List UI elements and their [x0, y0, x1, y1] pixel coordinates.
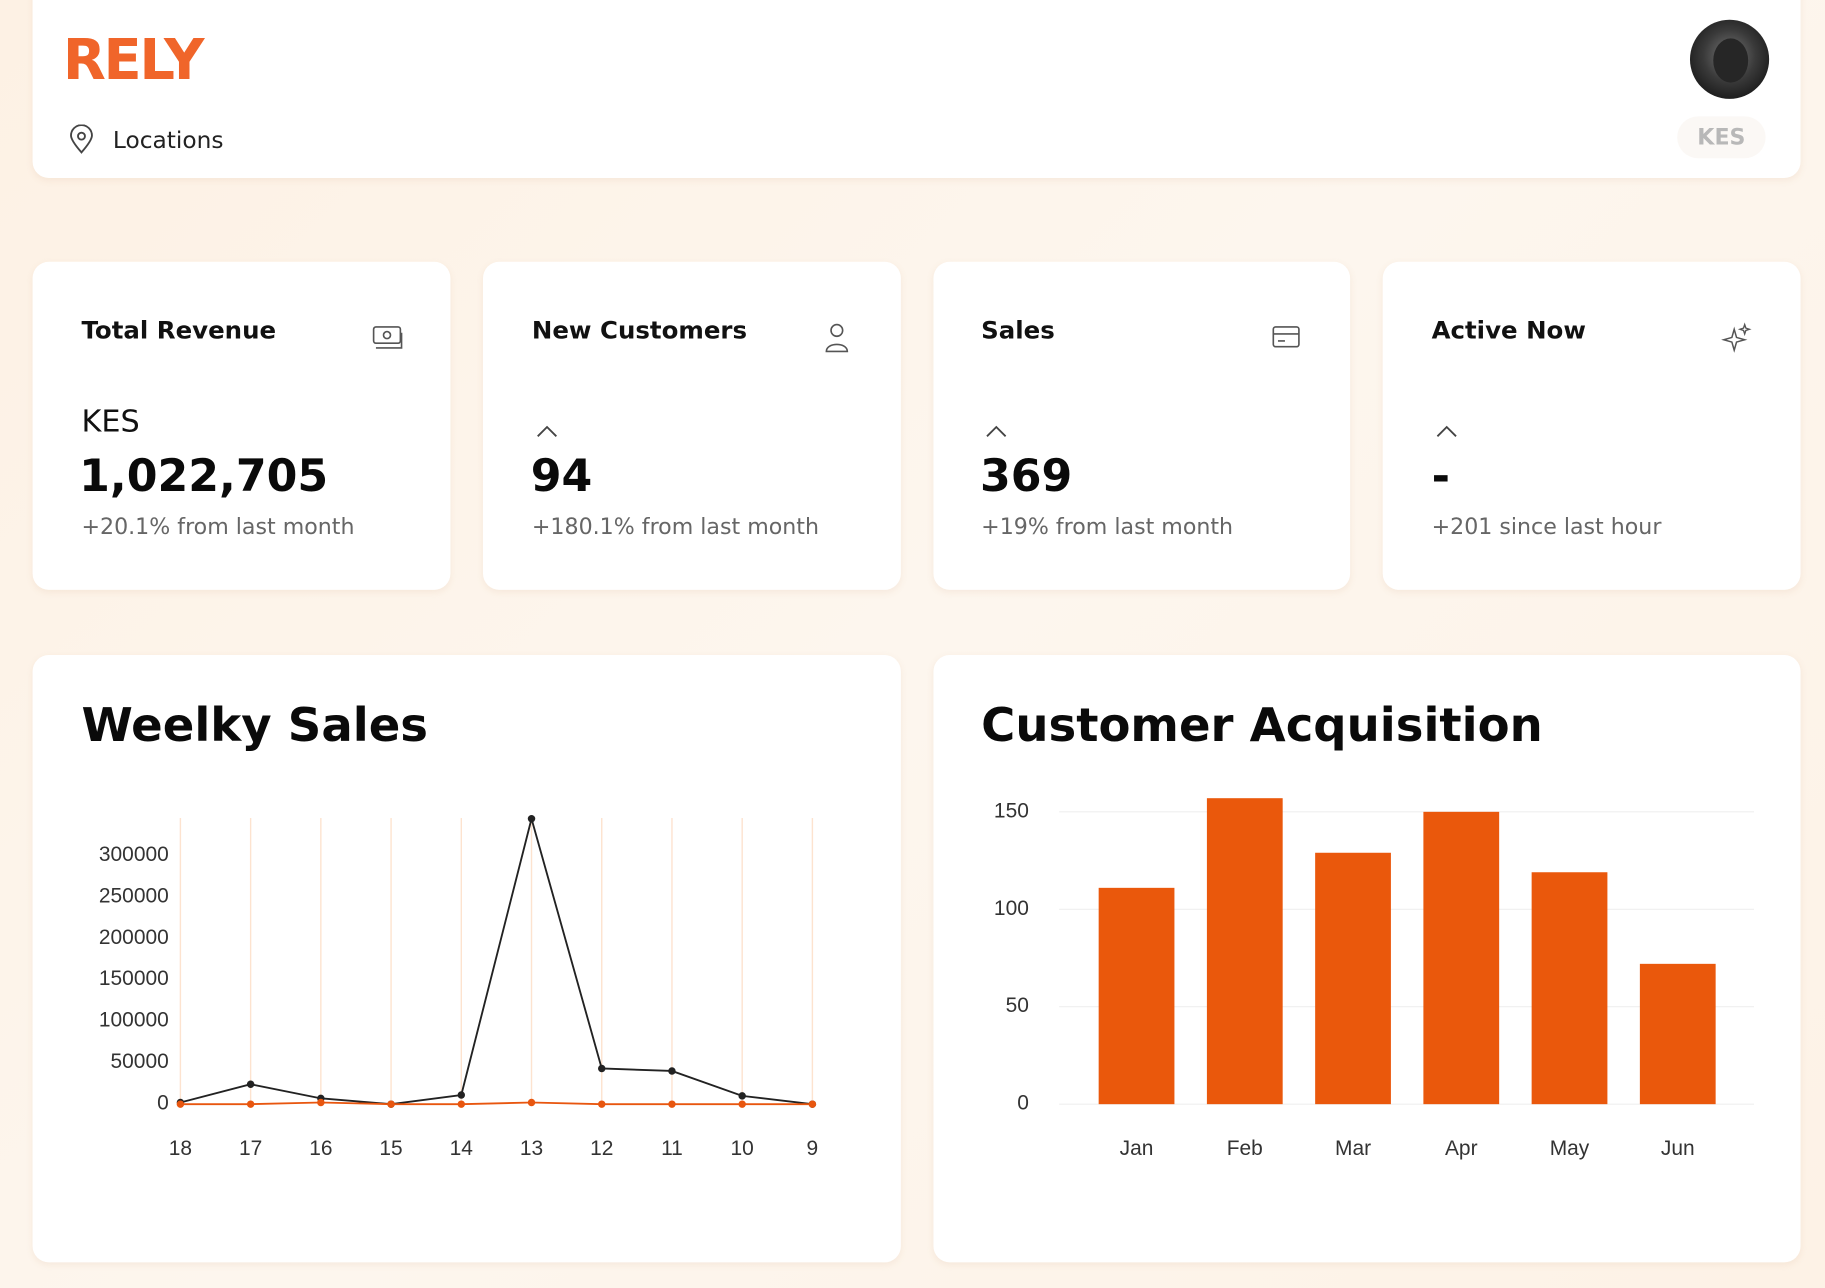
- sparkle-icon: [1721, 322, 1752, 353]
- stat-card: New Customers 94 +180.1% from last month: [483, 261, 901, 590]
- x-tick-label: Jan: [1120, 1137, 1154, 1160]
- card-change: +20.1% from last month: [81, 514, 355, 540]
- x-tick-label: 18: [169, 1137, 192, 1160]
- point: [246, 1080, 255, 1088]
- y-tick-label: 100: [994, 897, 1029, 920]
- card-value: -: [1431, 450, 1450, 502]
- point: [317, 1098, 325, 1107]
- x-tick-label: 13: [520, 1137, 543, 1160]
- x-tick-label: Mar: [1335, 1137, 1371, 1160]
- x-tick-label: 14: [450, 1137, 474, 1160]
- trend-icon: [986, 425, 1007, 437]
- currency-badge[interactable]: KES: [1677, 116, 1766, 159]
- location-icon: [70, 124, 93, 154]
- point: [808, 1100, 817, 1108]
- x-tick-label: 11: [661, 1137, 683, 1160]
- currency-label: KES: [81, 404, 140, 440]
- x-tick-label: 10: [731, 1137, 754, 1160]
- x-tick-label: Apr: [1445, 1137, 1478, 1160]
- card-value: 94: [530, 450, 593, 502]
- y-tick-label: 150: [994, 799, 1029, 822]
- user-icon: [825, 323, 849, 353]
- point: [598, 1100, 606, 1108]
- y-tick-label: 200000: [99, 926, 169, 949]
- point: [527, 815, 536, 823]
- card-change: +180.1% from last month: [531, 514, 819, 540]
- card-value: 369: [980, 450, 1073, 502]
- point: [457, 1091, 466, 1099]
- point: [738, 1100, 746, 1108]
- y-tick-label: 0: [1017, 1092, 1029, 1115]
- avatar[interactable]: [1689, 19, 1770, 100]
- card-value: 1,022,705: [79, 450, 329, 502]
- chart-title: Weelky Sales: [81, 699, 428, 753]
- y-tick-label: 250000: [99, 884, 169, 907]
- chart-title: Customer Acquisition: [981, 699, 1543, 753]
- trend-icon: [537, 425, 558, 437]
- stat-card: Active Now - +201 since last hour: [1382, 261, 1801, 590]
- stat-card: Sales 369 +19% from last month: [933, 261, 1351, 590]
- y-tick-label: 150000: [99, 967, 169, 990]
- chart-card: Weelky Sales: [32, 655, 901, 1263]
- stat-card: Total Revenue KES 1,022,705 +20.1% from …: [32, 261, 451, 590]
- point: [598, 1064, 606, 1073]
- point: [457, 1100, 466, 1108]
- line: [180, 815, 813, 1106]
- bar: [1423, 811, 1500, 1105]
- card-title: Active Now: [1431, 316, 1586, 345]
- x-tick-label: Feb: [1227, 1137, 1263, 1160]
- bar: [1639, 963, 1716, 1105]
- point: [668, 1100, 676, 1108]
- locations-link[interactable]: Locations: [112, 125, 224, 154]
- card-change: +201 since last hour: [1431, 514, 1662, 540]
- card-change: +19% from last month: [981, 514, 1234, 540]
- x-tick-label: 12: [590, 1137, 613, 1160]
- x-tick-label: 9: [807, 1137, 819, 1160]
- card-title: New Customers: [531, 316, 748, 345]
- y-tick-label: 0: [157, 1092, 169, 1115]
- y-tick-label: 50000: [111, 1050, 169, 1073]
- bar: [1206, 798, 1283, 1105]
- bar: [1315, 852, 1391, 1105]
- y-tick-label: 300000: [99, 843, 169, 866]
- x-tick-label: 16: [309, 1137, 332, 1160]
- point: [738, 1092, 746, 1100]
- card-icon: [1272, 326, 1300, 348]
- money-icon: [372, 326, 403, 349]
- bar: [1531, 872, 1608, 1105]
- point: [668, 1067, 676, 1075]
- y-tick-label: 100000: [99, 1009, 169, 1032]
- point: [246, 1100, 255, 1108]
- bar: [1098, 887, 1175, 1105]
- point: [387, 1100, 395, 1108]
- x-tick-label: 15: [379, 1137, 402, 1160]
- x-tick-label: 17: [239, 1137, 262, 1160]
- point: [527, 1098, 536, 1107]
- card-title: Sales: [981, 316, 1055, 345]
- y-tick-label: 50: [1006, 994, 1029, 1017]
- card-title: Total Revenue: [81, 316, 277, 345]
- trend-icon: [1436, 425, 1457, 437]
- x-tick-label: May: [1550, 1137, 1590, 1160]
- header: RELY Locations KES: [32, 0, 1801, 179]
- point: [176, 1100, 185, 1108]
- x-tick-label: Jun: [1661, 1137, 1695, 1160]
- logo[interactable]: RELY: [62, 27, 205, 94]
- line: [180, 1101, 813, 1106]
